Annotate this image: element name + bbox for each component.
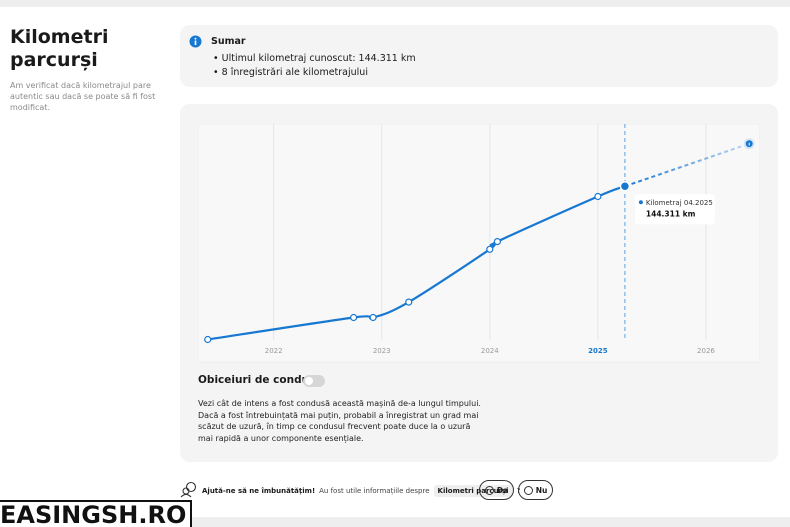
data-point — [619, 181, 631, 192]
summary-item: • Ultimul kilometraj cunoscut: 144.311 k… — [213, 53, 416, 64]
projection-icon-glyph — [748, 142, 750, 146]
section-description: Am verificat dacă kilometrajul pare aute… — [10, 81, 156, 112]
section-title: Kilometri parcurși — [10, 26, 109, 71]
summary-text: 8 înregistrări ale kilometrajului — [221, 67, 368, 78]
feedback-title: Ajută-ne să ne îmbunătățim! — [202, 487, 316, 495]
toggle[interactable] — [303, 375, 325, 387]
no-button[interactable]: Nu — [518, 480, 553, 500]
data-point — [405, 298, 413, 306]
bottom-bar — [0, 517, 790, 527]
habits-text: Vezi cât de intens a fost condusă aceast… — [198, 399, 481, 443]
summary-title: Sumar — [211, 36, 246, 47]
mileage-line — [207, 185, 626, 341]
yes-label: Da — [496, 485, 509, 495]
chart: 2022 2023 2024 2025 2026 Kilometraj 04.2025 14… — [198, 124, 760, 363]
tooltip — [634, 194, 715, 225]
data-point — [594, 192, 602, 201]
data-point — [493, 237, 501, 246]
tooltip-value: 144.311 km — [646, 209, 696, 218]
data-point — [204, 335, 212, 344]
x-tick-label: 2023 — [373, 347, 391, 355]
no-label: Nu — [535, 485, 548, 495]
summary-card: Sumar • Ultimul kilometraj cunoscut: 144… — [180, 25, 778, 87]
tooltip-label: Kilometraj 04.2025 — [646, 199, 713, 207]
summary-list: • Ultimul kilometraj cunoscut: 144.311 k… — [213, 52, 416, 80]
feedback-question: Au fost utile informațiile despre — [319, 487, 430, 495]
feedback-row: Ajută-ne să ne îmbunătățim! Au fost util… — [202, 485, 520, 497]
tooltip-dot — [638, 200, 643, 205]
x-tick-label: 2022 — [265, 347, 283, 355]
projection-line — [624, 142, 750, 188]
data-point — [369, 313, 377, 322]
feedback-icon — [180, 481, 197, 498]
summary-text: Ultimul kilometraj cunoscut: 144.311 km — [221, 53, 416, 64]
info-icon — [189, 35, 202, 48]
summary-item: • 8 înregistrări ale kilometrajului — [213, 67, 368, 78]
data-point — [350, 313, 358, 322]
yes-button[interactable]: Da — [479, 480, 514, 500]
x-tick-label: 2024 — [481, 347, 499, 355]
watermark: EASINGSH.RO — [0, 500, 193, 527]
chart-card: 2022 2023 2024 2025 2026 Kilometraj 04.2025 14… — [180, 104, 778, 462]
x-tick-label: 2025 — [588, 347, 608, 355]
x-tick-label: 2026 — [697, 347, 715, 355]
habits-title: Obiceiuri de condus — [198, 374, 316, 386]
plot-area — [198, 124, 760, 363]
data-point — [486, 245, 494, 253]
top-bar — [0, 0, 790, 7]
